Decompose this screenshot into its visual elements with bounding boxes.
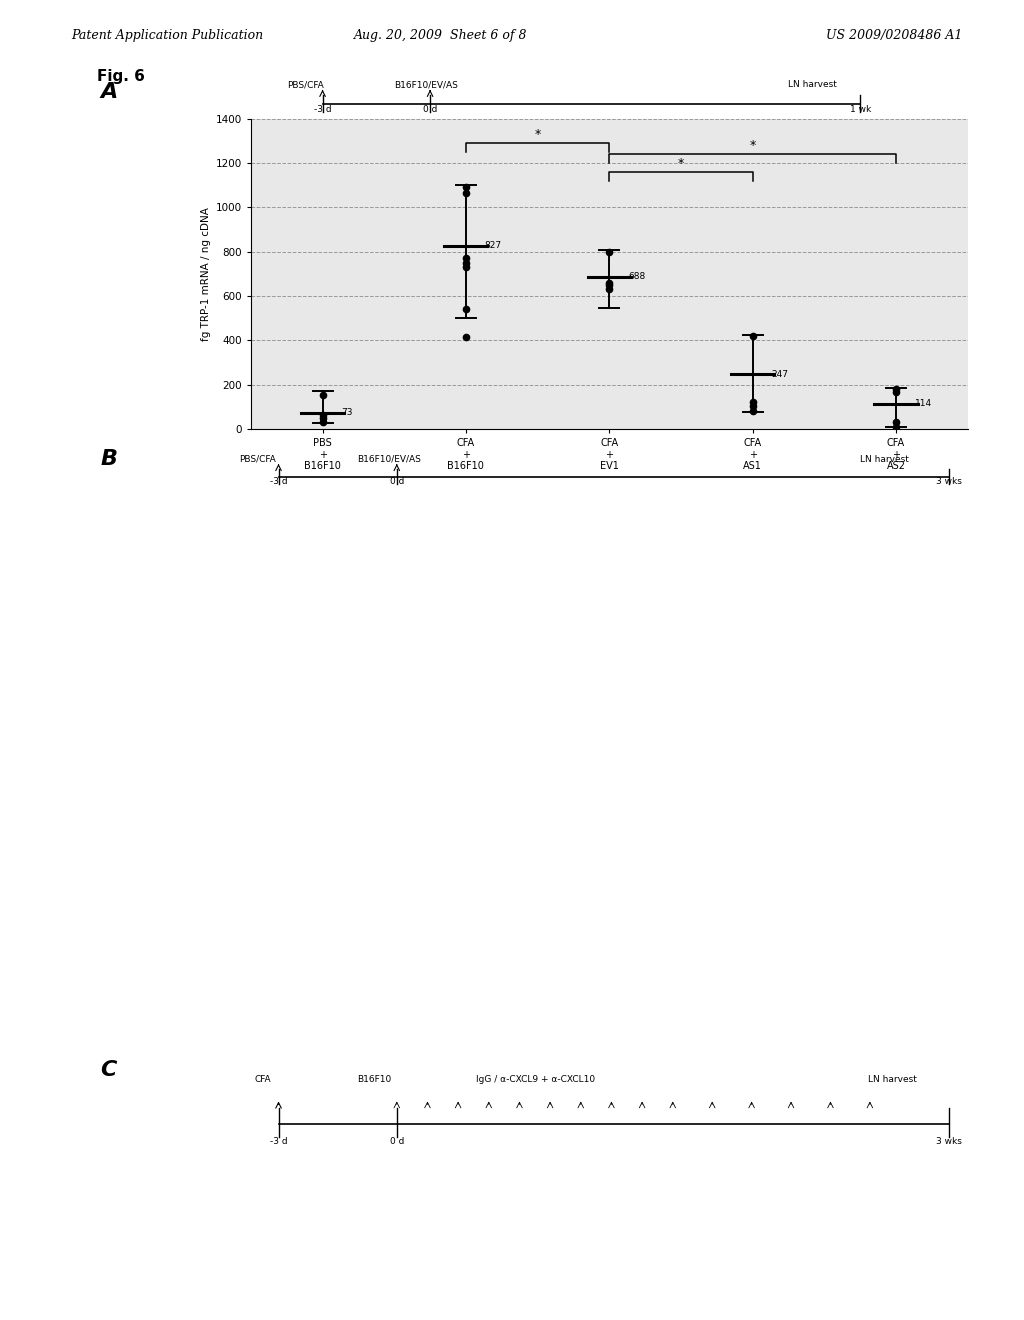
Text: US 2009/0208486 A1: US 2009/0208486 A1 — [826, 29, 963, 42]
Text: 3 wks: 3 wks — [936, 1137, 962, 1146]
Text: 247: 247 — [771, 370, 788, 379]
Text: *: * — [750, 139, 756, 152]
Text: A: A — [100, 82, 118, 102]
Text: -3 d: -3 d — [269, 477, 288, 486]
Text: 73: 73 — [341, 408, 352, 417]
Text: C: C — [100, 1060, 117, 1080]
Text: B16F10/EV/AS: B16F10/EV/AS — [357, 455, 421, 463]
Text: CFA +
B16F10: CFA + B16F10 — [891, 731, 930, 752]
Text: 827: 827 — [484, 242, 502, 251]
Text: CFA +
AS1: CFA + AS1 — [489, 1006, 520, 1027]
Text: LN harvest: LN harvest — [868, 1074, 918, 1084]
Text: CFA: CFA — [255, 1074, 271, 1084]
Text: *: * — [678, 157, 684, 170]
Text: LN harvest: LN harvest — [860, 455, 909, 463]
Text: 1 wk: 1 wk — [850, 104, 870, 114]
Text: *: * — [535, 128, 541, 141]
Text: -3 d: -3 d — [269, 1137, 288, 1146]
Y-axis label: fg TRP-1 mRNA / ng cDNA: fg TRP-1 mRNA / ng cDNA — [202, 207, 211, 341]
Text: LN harvest: LN harvest — [788, 81, 838, 90]
Text: PBS/CFA: PBS/CFA — [240, 455, 275, 463]
Text: B: B — [100, 449, 118, 469]
Text: 3 wks: 3 wks — [936, 477, 962, 486]
Text: B16F10/EV/AS: B16F10/EV/AS — [394, 81, 458, 90]
Text: 0 d: 0 d — [423, 104, 437, 114]
Text: 688: 688 — [628, 272, 645, 281]
Text: -3 d: -3 d — [313, 104, 332, 114]
Text: Aug. 20, 2009  Sheet 6 of 8: Aug. 20, 2009 Sheet 6 of 8 — [353, 29, 527, 42]
Text: PBS/CFA: PBS/CFA — [287, 81, 324, 90]
Text: 0 d: 0 d — [389, 477, 404, 486]
Text: B16F10: B16F10 — [357, 1074, 391, 1084]
Text: 114: 114 — [914, 399, 932, 408]
Text: 0 d: 0 d — [389, 1137, 404, 1146]
Text: CFA +
AS2: CFA + AS2 — [899, 1006, 930, 1027]
Text: Fig. 6: Fig. 6 — [97, 69, 145, 83]
Text: IgG / α-CXCL9 + α-CXCL10: IgG / α-CXCL9 + α-CXCL10 — [476, 1074, 595, 1084]
Text: PBS +
B16F10: PBS + B16F10 — [481, 731, 520, 752]
Text: Patent Application Publication: Patent Application Publication — [72, 29, 264, 42]
